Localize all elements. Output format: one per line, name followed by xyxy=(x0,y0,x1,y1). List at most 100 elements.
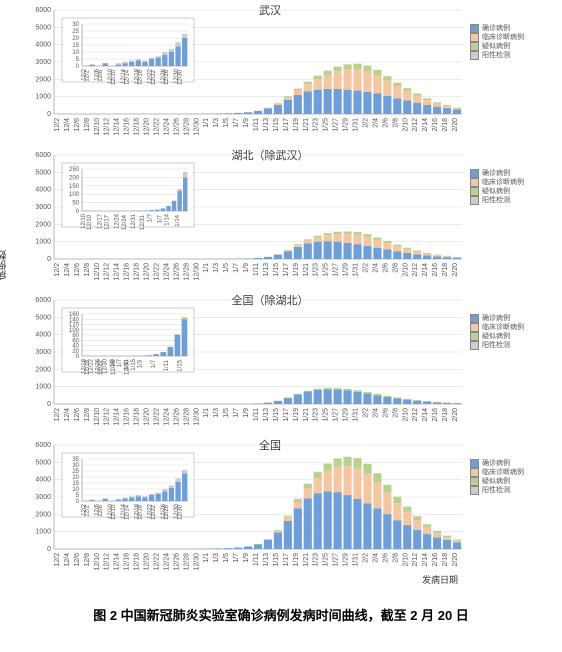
bar-suspected xyxy=(294,89,302,91)
x-tick-label: 1/27 xyxy=(333,118,340,132)
bar-confirmed xyxy=(373,508,381,549)
bar-clinical xyxy=(274,531,282,532)
bar-clinical xyxy=(373,482,381,508)
bar-suspected xyxy=(324,233,332,235)
x-tick-label: 1/1 xyxy=(203,263,210,273)
x-tick-label: 1/23 xyxy=(313,118,320,132)
bar-confirmed xyxy=(453,403,461,404)
x-tick-label: 12/30 xyxy=(193,408,200,426)
x-tick-label: 12/2 xyxy=(54,553,61,567)
inset-x-tick-label: 12/22 xyxy=(148,503,154,519)
bar-confirmed xyxy=(304,91,312,114)
x-tick-label: 1/19 xyxy=(293,408,300,422)
bar-confirmed xyxy=(403,100,411,114)
inset-x-tick-label: 1/14 xyxy=(164,213,170,225)
bar-suspected xyxy=(343,389,351,391)
bar-clinical xyxy=(423,100,431,105)
x-axis-label: 发病日期 xyxy=(422,573,458,586)
x-tick-label: 12/12 xyxy=(104,263,111,281)
bar-clinical xyxy=(373,75,381,93)
x-tick-label: 1/7 xyxy=(158,214,164,223)
bar-confirmed xyxy=(294,95,302,114)
bar-confirmed xyxy=(423,105,431,114)
bar-suspected xyxy=(393,83,401,87)
x-tick-label: 2/10 xyxy=(402,408,409,422)
x-tick-label: 1/11 xyxy=(253,263,260,276)
bar-confirmed xyxy=(224,548,232,549)
bar-confirmed xyxy=(254,258,262,259)
x-tick-label: 12/10 xyxy=(94,553,101,571)
bar-confirmed xyxy=(103,63,108,66)
bar-confirmed xyxy=(284,521,292,549)
x-tick-label: 12/31 xyxy=(140,214,146,230)
bar-clinical xyxy=(284,250,292,251)
x-tick-label: 1/1 xyxy=(203,553,210,563)
inset-x-tick-label: 12/2 xyxy=(81,68,87,80)
x-tick-label: 1/29 xyxy=(343,263,350,277)
bar-suspected xyxy=(284,96,292,97)
x-tick-label: 12/28 xyxy=(183,118,190,136)
x-tick-label: 12/6 xyxy=(74,553,81,567)
bar-confirmed xyxy=(264,257,272,259)
bar-positive xyxy=(116,499,121,500)
bar-suspected xyxy=(334,459,342,467)
y-axis-label: 病例数 xyxy=(0,250,11,280)
bar-suspected xyxy=(393,497,401,503)
bar-confirmed xyxy=(373,93,381,114)
bar-confirmed xyxy=(324,389,332,404)
x-tick-label: 12/18 xyxy=(134,408,141,426)
inset-x-tick-label: 1/3 xyxy=(110,358,116,367)
bar-confirmed xyxy=(168,347,174,356)
bar-positive xyxy=(142,60,147,61)
bar-suspected xyxy=(353,390,361,392)
x-tick-label: 1/9 xyxy=(243,408,250,418)
x-tick-label: 1/14 xyxy=(175,214,181,226)
inset-x-tick-label: 12/26 xyxy=(96,358,102,374)
x-tick-label: 2/10 xyxy=(402,263,409,277)
bar-positive xyxy=(175,42,180,46)
inset-x-tick-label: 12/24 xyxy=(114,213,120,229)
bar-confirmed xyxy=(254,111,262,114)
bar-suspected xyxy=(324,464,332,471)
x-tick-label: 12/22 xyxy=(153,118,160,136)
x-tick-label: 12/24 xyxy=(163,118,170,136)
inset-x-tick-label: 12/26 xyxy=(161,503,167,519)
x-tick-label: 12/30 xyxy=(193,553,200,571)
bar-confirmed xyxy=(353,91,361,114)
bar-confirmed xyxy=(294,508,302,549)
x-tick-label: 2/16 xyxy=(432,263,439,277)
bar-confirmed xyxy=(264,108,272,114)
bar-confirmed xyxy=(224,113,232,114)
x-tick-label: 1/5 xyxy=(223,118,230,128)
bar-confirmed xyxy=(334,89,342,114)
y-tick-label: 6000 xyxy=(35,442,51,449)
x-tick-label: 2/6 xyxy=(382,263,389,273)
y-tick-label: 250 xyxy=(69,167,80,173)
bar-suspected xyxy=(274,103,282,104)
bar-suspected xyxy=(294,499,302,502)
bar-confirmed xyxy=(383,96,391,114)
bar-confirmed xyxy=(403,400,411,404)
bar-confirmed xyxy=(129,497,134,501)
x-tick-label: 12/20 xyxy=(144,263,151,281)
inset-x-tick-label: 12/10 xyxy=(81,213,87,229)
x-tick-label: 12/22 xyxy=(153,553,160,571)
x-tick-label: 1/31 xyxy=(353,263,360,277)
bar-suspected xyxy=(363,234,371,237)
bar-suspected xyxy=(373,238,381,240)
bar-clinical xyxy=(314,79,322,90)
x-tick-label: 1/7 xyxy=(233,118,240,128)
chart-svg: 010002000300040005000600012/212/412/612/… xyxy=(0,0,562,145)
bar-clinical xyxy=(433,255,441,256)
inset-x-tick-label: 12/26 xyxy=(161,68,167,84)
bar-confirmed xyxy=(182,473,187,501)
bar-confirmed xyxy=(254,403,262,404)
bar-confirmed xyxy=(383,514,391,549)
x-tick-label: 1/7 xyxy=(233,408,240,418)
bar-confirmed xyxy=(144,211,148,212)
bar-suspected xyxy=(393,398,401,399)
bar-positive xyxy=(169,49,174,52)
x-tick-label: 2/12 xyxy=(412,118,419,132)
x-tick-label: 12/28 xyxy=(183,408,190,426)
bar-clinical xyxy=(324,75,332,89)
